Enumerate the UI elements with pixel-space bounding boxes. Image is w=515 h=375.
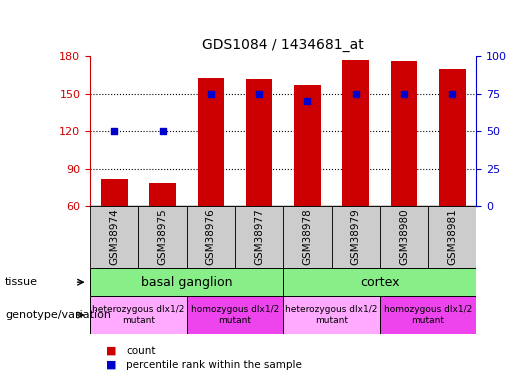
Bar (294, 85, 321, 206)
Bar (380, 296, 476, 334)
Text: genotype/variation: genotype/variation (5, 310, 111, 320)
Text: cortex: cortex (360, 276, 400, 289)
Bar (235, 206, 283, 268)
Text: homozygous dlx1/2
mutant: homozygous dlx1/2 mutant (384, 305, 472, 325)
Bar (283, 206, 332, 268)
Bar (283, 296, 380, 334)
Point (255, 91, 263, 97)
Text: count: count (126, 346, 156, 356)
Text: GSM38975: GSM38975 (158, 208, 167, 265)
Bar (90, 296, 186, 334)
Text: GSM38977: GSM38977 (254, 208, 264, 265)
Bar (332, 206, 380, 268)
Bar (380, 206, 428, 268)
Title: GDS1084 / 1434681_at: GDS1084 / 1434681_at (202, 39, 364, 53)
Text: heterozygous dlx1/2
mutant: heterozygous dlx1/2 mutant (92, 305, 184, 325)
Bar (101, 179, 128, 206)
Text: GSM38979: GSM38979 (351, 208, 360, 265)
Point (400, 91, 408, 97)
Text: percentile rank within the sample: percentile rank within the sample (126, 360, 302, 369)
Bar (139, 206, 186, 268)
Text: GSM38980: GSM38980 (399, 208, 409, 265)
Point (110, 128, 118, 134)
Text: GSM38981: GSM38981 (447, 208, 457, 265)
Point (207, 91, 215, 97)
Point (352, 91, 360, 97)
Bar (283, 268, 476, 296)
Point (448, 91, 456, 97)
Text: ■: ■ (106, 346, 116, 356)
Bar (391, 61, 417, 206)
Bar (439, 69, 466, 206)
Point (159, 128, 167, 134)
Bar (90, 268, 283, 296)
Text: ■: ■ (106, 360, 116, 369)
Text: heterozygous dlx1/2
mutant: heterozygous dlx1/2 mutant (285, 305, 377, 325)
Text: GSM38976: GSM38976 (206, 208, 216, 265)
Text: GSM38978: GSM38978 (302, 208, 313, 265)
Bar (186, 206, 235, 268)
Text: basal ganglion: basal ganglion (141, 276, 232, 289)
Bar (186, 296, 283, 334)
Text: tissue: tissue (5, 277, 38, 287)
Bar (198, 78, 224, 206)
Bar (90, 206, 139, 268)
Bar (428, 206, 476, 268)
Text: GSM38974: GSM38974 (109, 208, 119, 265)
Bar (342, 60, 369, 206)
Bar (246, 79, 272, 206)
Text: homozygous dlx1/2
mutant: homozygous dlx1/2 mutant (191, 305, 279, 325)
Point (303, 98, 312, 104)
Bar (149, 183, 176, 206)
